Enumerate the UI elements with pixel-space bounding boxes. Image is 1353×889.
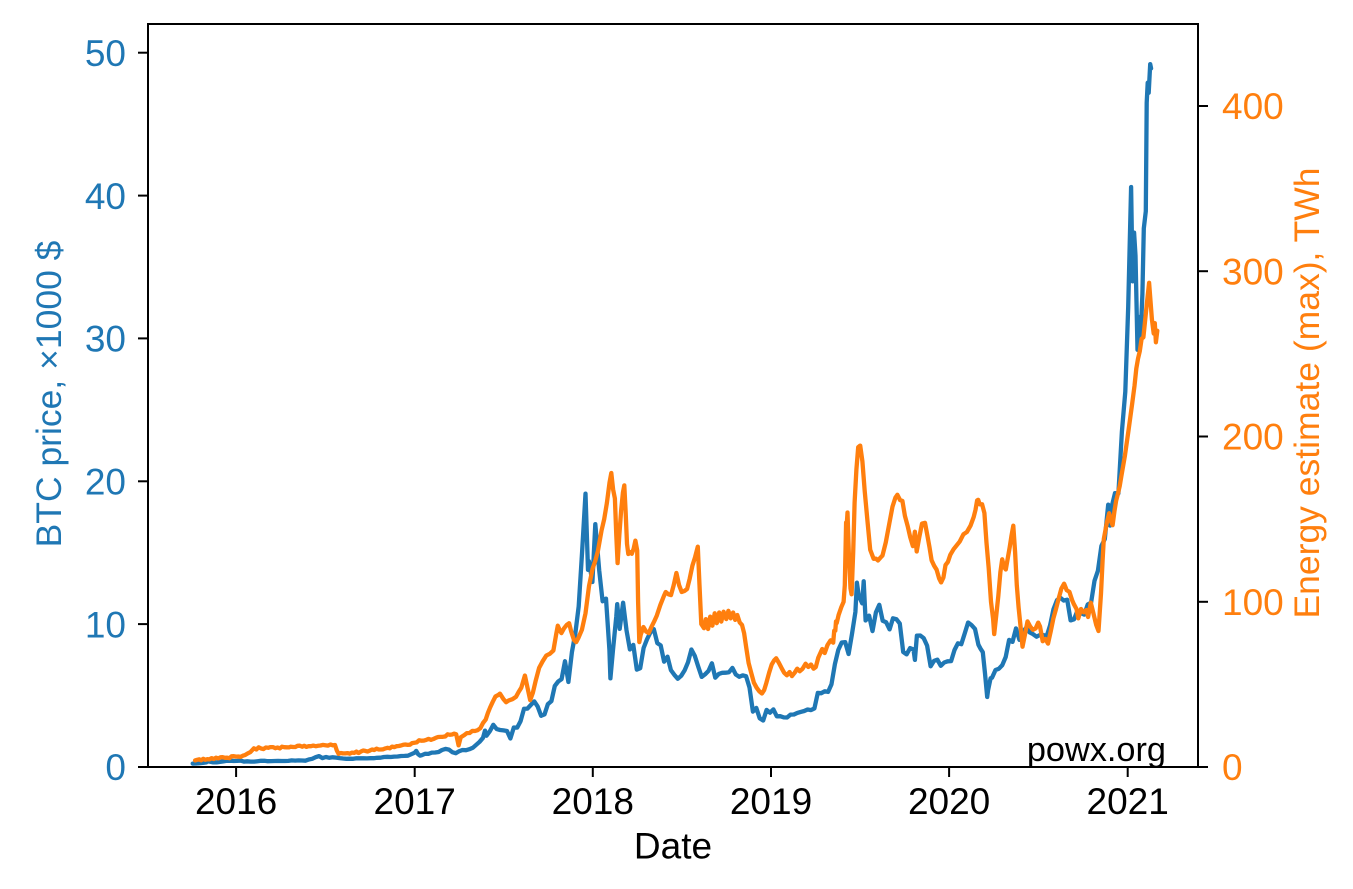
svg-text:50: 50 [85, 33, 126, 74]
svg-text:300: 300 [1222, 251, 1284, 292]
svg-text:powx.org: powx.org [1027, 731, 1166, 769]
svg-text:2016: 2016 [195, 781, 277, 822]
svg-text:Date: Date [634, 826, 712, 867]
svg-text:Energy estimate (max), TWh: Energy estimate (max), TWh [1287, 167, 1327, 618]
svg-text:2017: 2017 [374, 781, 456, 822]
svg-text:0: 0 [1222, 747, 1243, 788]
svg-text:2021: 2021 [1087, 781, 1169, 822]
svg-text:BTC price, ×1000 $: BTC price, ×1000 $ [29, 240, 69, 547]
svg-text:2019: 2019 [730, 781, 812, 822]
svg-text:200: 200 [1222, 417, 1284, 458]
svg-text:400: 400 [1222, 86, 1284, 127]
svg-text:0: 0 [105, 747, 126, 788]
svg-text:20: 20 [85, 462, 126, 503]
svg-text:10: 10 [85, 604, 126, 645]
svg-text:2018: 2018 [552, 781, 634, 822]
svg-text:30: 30 [85, 319, 126, 360]
svg-text:2020: 2020 [908, 781, 990, 822]
svg-text:40: 40 [85, 176, 126, 217]
svg-text:100: 100 [1222, 582, 1284, 623]
